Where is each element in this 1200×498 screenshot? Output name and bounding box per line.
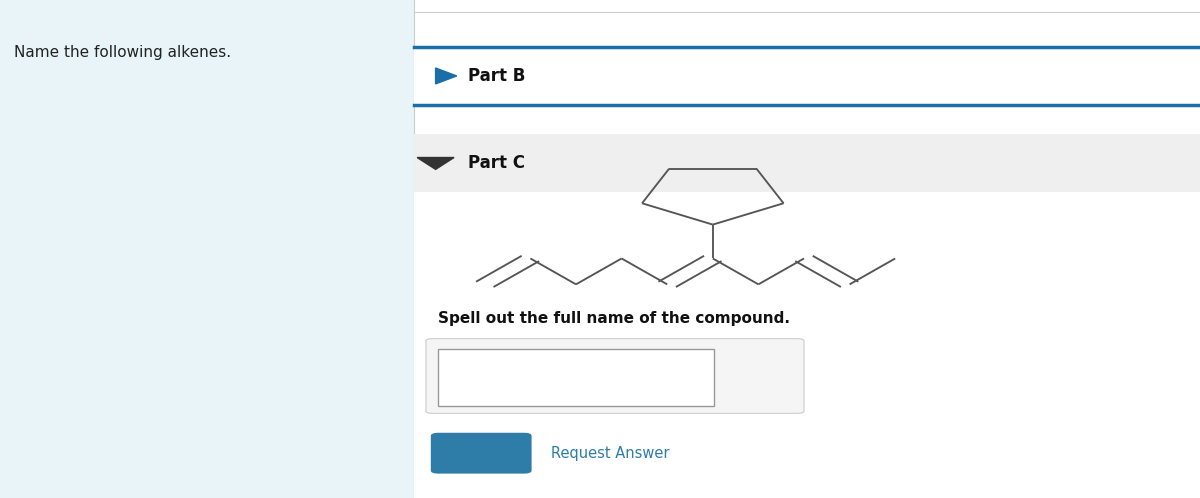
Text: Part B: Part B <box>468 67 526 85</box>
Text: Name the following alkenes.: Name the following alkenes. <box>14 45 232 60</box>
Text: Part C: Part C <box>468 154 526 172</box>
FancyBboxPatch shape <box>414 192 1200 498</box>
FancyBboxPatch shape <box>0 0 414 498</box>
FancyBboxPatch shape <box>414 134 1200 192</box>
Text: Request Answer: Request Answer <box>551 446 670 461</box>
Text: Submit: Submit <box>452 446 510 461</box>
FancyBboxPatch shape <box>414 47 1200 105</box>
Polygon shape <box>436 68 457 84</box>
FancyBboxPatch shape <box>426 339 804 413</box>
FancyBboxPatch shape <box>438 349 714 406</box>
Text: Spell out the full name of the compound.: Spell out the full name of the compound. <box>438 311 790 326</box>
Polygon shape <box>418 157 454 169</box>
FancyBboxPatch shape <box>431 433 532 474</box>
